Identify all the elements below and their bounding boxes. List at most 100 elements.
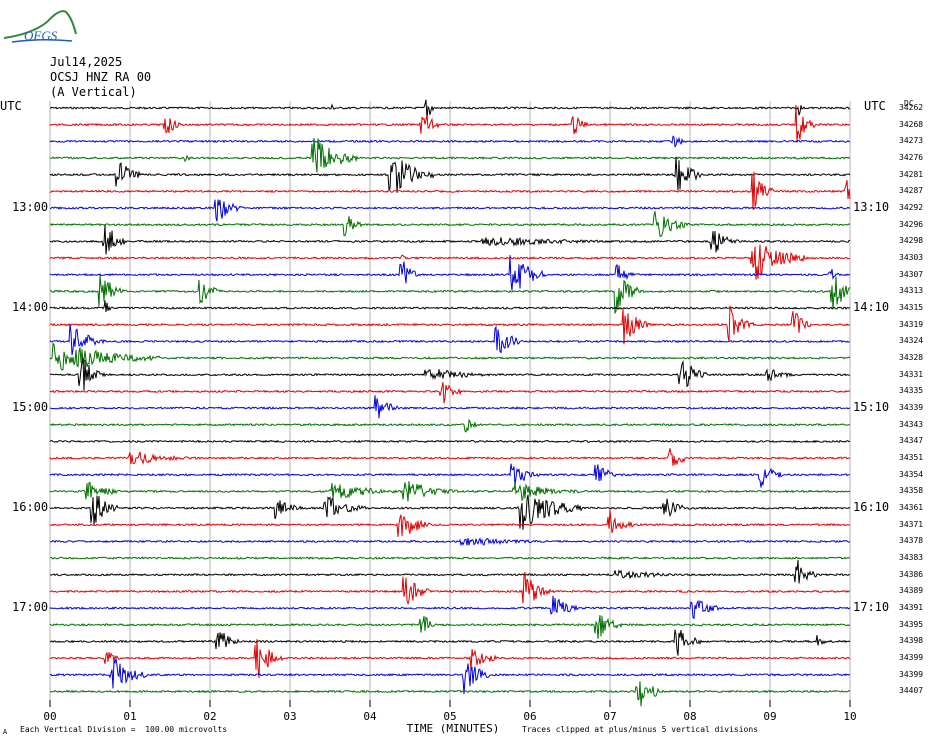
trace-dc-label: 34319 — [899, 319, 924, 329]
seismic-traces — [49, 99, 851, 707]
trace-20 — [49, 439, 851, 444]
left-time-label: 16:00 — [12, 500, 49, 515]
trace-22 — [49, 463, 851, 488]
trace-3 — [49, 137, 851, 173]
trace-dc-label: 34324 — [899, 336, 924, 346]
trace-dc-label: 34298 — [899, 236, 924, 246]
trace-26 — [50, 537, 851, 547]
x-tick-label: 04 — [363, 710, 377, 723]
trace-5 — [50, 171, 851, 210]
right-time-label: 14:10 — [853, 300, 890, 315]
trace-dc-label: 34276 — [899, 153, 924, 162]
trace-dc-label: 34339 — [899, 403, 924, 413]
trace-dc-label: 34386 — [899, 569, 924, 579]
trace-2 — [49, 135, 851, 148]
trace-dc-label: 34378 — [899, 536, 924, 546]
trace-12 — [49, 300, 851, 313]
logo-text: OFGS — [24, 28, 58, 43]
trace-dc-label: 34399 — [899, 669, 924, 679]
right-time-label: 17:10 — [853, 600, 890, 615]
trace-4 — [49, 156, 851, 193]
trace-24 — [49, 494, 851, 530]
trace-dc-label: 34347 — [899, 436, 924, 446]
trace-34 — [49, 658, 851, 695]
header-station: OCSJ HNZ RA 00 — [50, 70, 152, 84]
trace-8 — [49, 224, 851, 255]
trace-16 — [49, 357, 851, 391]
trace-dc-label: 34335 — [899, 386, 924, 396]
x-axis-ticks — [49, 700, 851, 707]
trace-13 — [49, 305, 851, 345]
x-tick-label: 09 — [763, 710, 777, 723]
right-time-label: 15:10 — [853, 400, 890, 415]
trace-dc-label: 34296 — [899, 219, 924, 229]
trace-dc-label: 34395 — [899, 619, 924, 629]
x-tick-label: 10 — [843, 710, 857, 723]
trace-31 — [49, 615, 851, 639]
trace-dc-label: 34331 — [899, 369, 924, 379]
trace-10 — [49, 255, 851, 291]
trace-dc-label: 34351 — [899, 453, 924, 463]
trace-18 — [49, 395, 851, 419]
trace-9 — [49, 244, 851, 280]
left-time-label: 14:00 — [12, 300, 49, 315]
trace-dc-label: 34303 — [899, 253, 924, 263]
trace-dc-label: 34399 — [899, 653, 924, 663]
trace-dc-label: 34361 — [899, 503, 924, 513]
x-tick-label: 03 — [283, 710, 297, 723]
left-time-label: 17:00 — [12, 600, 49, 615]
trace-dc-label: 34292 — [899, 203, 924, 213]
trace-dc-label: 34354 — [899, 469, 924, 479]
x-tick-label: 05 — [443, 710, 457, 723]
trace-dc-label: 34407 — [899, 686, 924, 696]
trace-dc-label: 34389 — [899, 586, 924, 596]
dc-column-header: DC — [904, 99, 914, 108]
left-time-label: 13:00 — [12, 200, 49, 215]
logo-underline — [11, 38, 73, 43]
trace-7 — [49, 211, 851, 237]
trace-17 — [49, 382, 851, 404]
trace-30 — [49, 595, 851, 620]
trace-dc-label: 34287 — [899, 186, 924, 196]
trace-11 — [49, 275, 851, 315]
x-tick-label: 01 — [123, 710, 137, 723]
x-tick-label: 08 — [683, 710, 697, 723]
trace-28 — [49, 559, 851, 584]
trace-15 — [49, 342, 851, 371]
x-tick-label: 00 — [43, 710, 57, 723]
trace-0 — [49, 99, 851, 120]
trace-23 — [49, 481, 851, 502]
trace-19 — [49, 418, 850, 433]
trace-dc-label: 34307 — [899, 269, 924, 279]
logo-swoosh — [3, 10, 77, 39]
trace-dc-label: 34281 — [899, 169, 924, 179]
trace-dc-label: 34383 — [899, 553, 924, 563]
minute-gridlines — [49, 101, 851, 700]
trace-dc-label: 34358 — [899, 486, 924, 496]
utc-label-left: UTC — [0, 99, 22, 113]
trace-33 — [49, 639, 851, 678]
trace-21 — [49, 448, 851, 466]
trace-35 — [49, 681, 851, 707]
x-tick-label: 07 — [603, 710, 617, 723]
trace-dc-label: 34328 — [899, 353, 924, 363]
trace-25 — [49, 509, 851, 537]
x-tick-label: 06 — [523, 710, 537, 723]
trace-14 — [49, 324, 851, 356]
trace-dc-label: 34273 — [899, 136, 924, 146]
trace-1 — [49, 104, 850, 142]
x-tick-label: 02 — [203, 710, 217, 723]
trace-dc-label: 34343 — [899, 419, 924, 429]
corner-mark: A — [3, 728, 8, 736]
footer-scale-note: Each Vertical Division = 100.00 microvol… — [20, 725, 228, 734]
header-date: Jul14,2025 — [50, 55, 123, 69]
utc-label-right: UTC — [864, 99, 886, 113]
trace-dc-label: 34398 — [899, 636, 924, 646]
footer-clip-note: Traces clipped at plus/minus 5 vertical … — [522, 725, 759, 734]
trace-dc-label: 34371 — [899, 519, 924, 529]
x-axis-title: TIME (MINUTES) — [406, 722, 500, 735]
trace-dc-label: 34262 — [899, 103, 924, 112]
left-time-label: 15:00 — [12, 400, 49, 415]
trace-6 — [49, 199, 851, 222]
